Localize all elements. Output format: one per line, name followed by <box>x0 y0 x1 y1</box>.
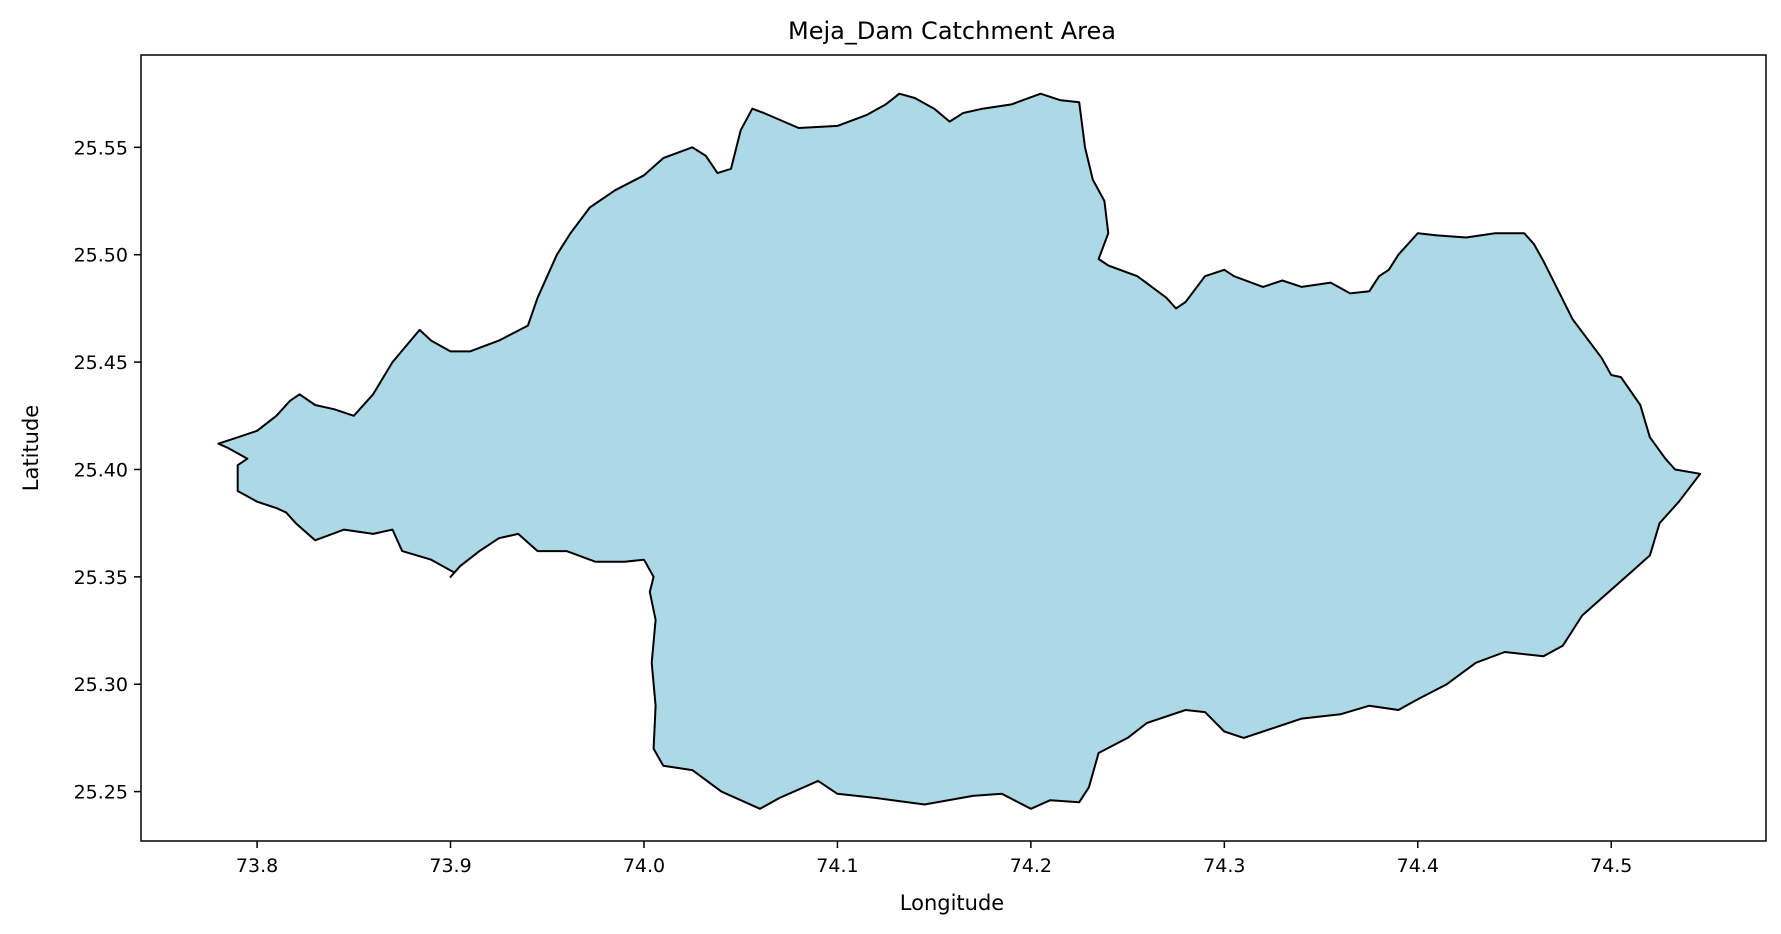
y-tick-label: 25.40 <box>74 459 128 481</box>
y-tick-label: 25.45 <box>74 352 128 374</box>
x-axis-ticks: 73.8 73.9 74.0 74.1 74.2 74.3 74.4 74.5 <box>236 841 1632 877</box>
y-axis-ticks: 25.25 25.30 25.35 25.40 25.45 25.50 25.55 <box>74 137 141 804</box>
plot-area <box>140 54 1767 842</box>
x-axis-title: Longitude <box>900 891 1004 915</box>
y-tick-label: 25.35 <box>74 567 128 589</box>
x-tick-label: 73.8 <box>236 855 278 877</box>
x-tick-label: 74.0 <box>623 855 665 877</box>
map-title: Meja_Dam Catchment Area <box>788 17 1116 45</box>
x-tick-label: 74.5 <box>1590 855 1632 877</box>
x-tick-label: 74.4 <box>1397 855 1439 877</box>
y-axis-title: Latitude <box>19 405 43 491</box>
y-tick-label: 25.30 <box>74 674 128 696</box>
x-tick-label: 74.2 <box>1010 855 1052 877</box>
catchment-area-polygon <box>217 92 1702 810</box>
x-tick-label: 73.9 <box>429 855 471 877</box>
x-tick-label: 74.1 <box>816 855 858 877</box>
axes-frame <box>140 54 1767 842</box>
x-tick-label: 74.3 <box>1203 855 1245 877</box>
y-tick-label: 25.25 <box>74 782 128 804</box>
y-tick-label: 25.55 <box>74 137 128 159</box>
y-tick-label: 25.50 <box>74 245 128 267</box>
